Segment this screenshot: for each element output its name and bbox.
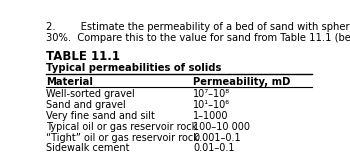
Text: Very fine sand and silt: Very fine sand and silt: [47, 111, 155, 121]
Text: Typical oil or gas reservoir rock: Typical oil or gas reservoir rock: [47, 122, 198, 132]
Text: 10⁷–10⁸: 10⁷–10⁸: [193, 89, 230, 99]
Text: Sand and gravel: Sand and gravel: [47, 100, 126, 110]
Text: 2.        Estimate the permeability of a bed of sand with spherical particles Dp: 2. Estimate the permeability of a bed of…: [47, 22, 350, 32]
Text: TABLE 11.1: TABLE 11.1: [47, 50, 120, 63]
Text: 100–10 000: 100–10 000: [193, 122, 250, 132]
Text: Permeability, mD: Permeability, mD: [193, 77, 290, 87]
Text: Sidewalk cement: Sidewalk cement: [47, 143, 130, 152]
Text: 0.01–0.1: 0.01–0.1: [193, 143, 235, 152]
Text: Material: Material: [47, 77, 93, 87]
Text: Well-sorted gravel: Well-sorted gravel: [47, 89, 135, 99]
Text: 30%.  Compare this to the value for sand from Table 11.1 (below).: 30%. Compare this to the value for sand …: [47, 33, 350, 43]
Text: 1–1000: 1–1000: [193, 111, 229, 121]
Text: 0.001–0.1: 0.001–0.1: [193, 133, 240, 143]
Text: “Tight” oil or gas reservoir rock: “Tight” oil or gas reservoir rock: [47, 133, 200, 143]
Text: 10¹–10⁶: 10¹–10⁶: [193, 100, 230, 110]
Text: Typical permeabilities of solids: Typical permeabilities of solids: [47, 63, 222, 73]
